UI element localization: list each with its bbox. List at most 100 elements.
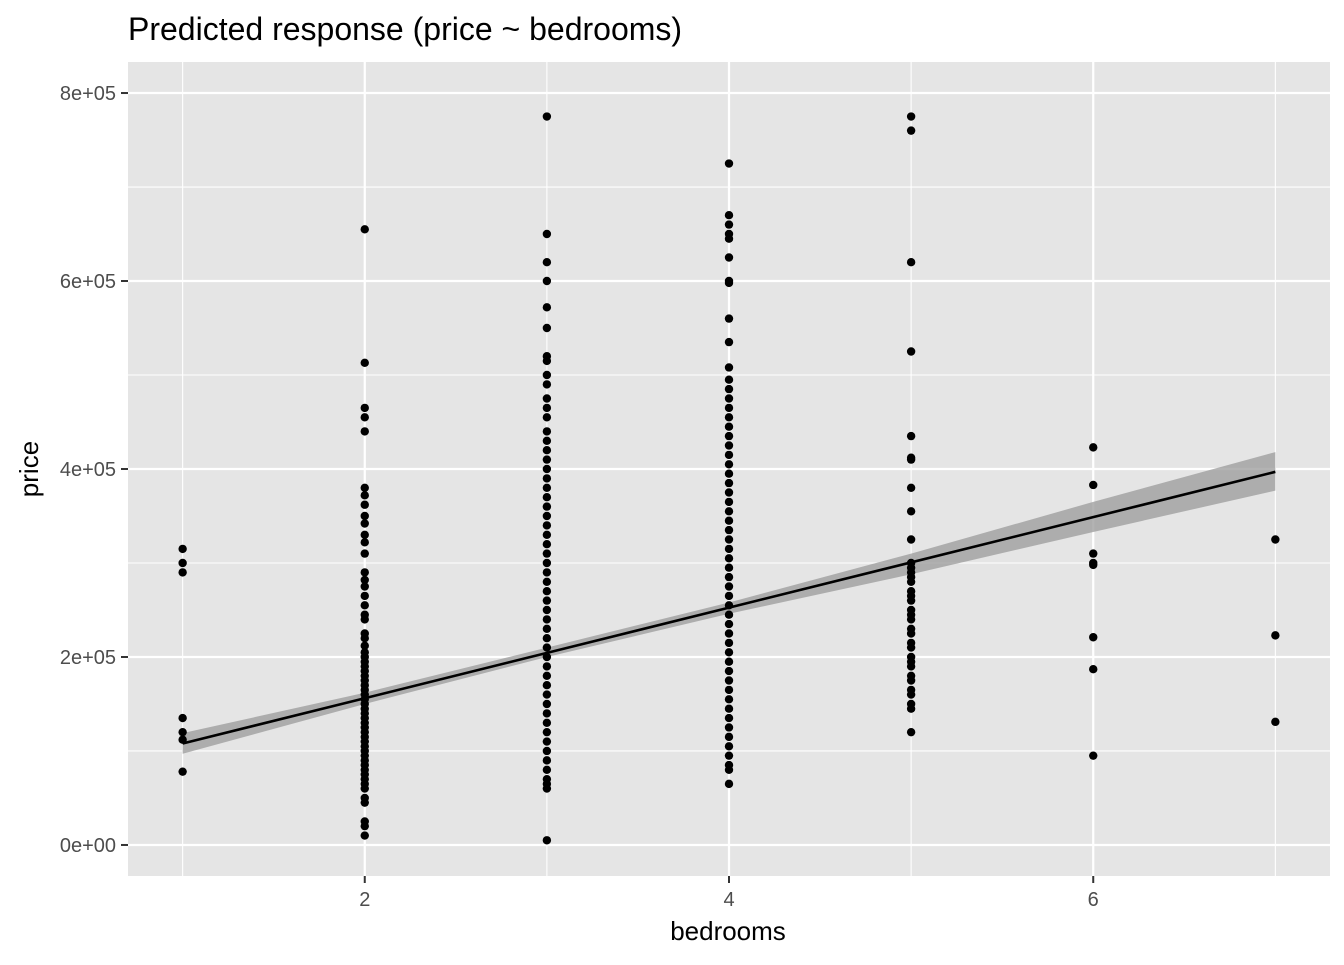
data-point <box>724 563 734 572</box>
data-point <box>724 591 734 601</box>
y-tick-label: 8e+05 <box>60 83 116 105</box>
data-point <box>906 690 916 699</box>
data-point <box>724 211 734 220</box>
data-point <box>542 276 552 286</box>
data-point <box>906 483 916 492</box>
data-point <box>724 535 734 544</box>
data-point <box>542 474 552 483</box>
data-point <box>724 582 734 591</box>
data-point <box>360 403 369 413</box>
data-point <box>542 699 552 709</box>
data-point <box>360 641 369 650</box>
data-point <box>542 370 552 380</box>
data-point <box>360 633 369 643</box>
data-point <box>178 767 187 776</box>
data-point <box>542 394 552 403</box>
y-axis-title: price <box>14 441 44 497</box>
data-point <box>360 821 369 831</box>
data-point <box>906 727 916 737</box>
data-point <box>724 676 734 685</box>
data-point <box>906 629 916 638</box>
data-point <box>542 662 552 671</box>
data-point <box>724 610 734 619</box>
data-point <box>906 126 916 135</box>
data-point <box>542 446 552 455</box>
data-point <box>542 464 552 474</box>
data-point <box>542 624 552 633</box>
data-point <box>724 554 734 563</box>
data-point <box>542 765 552 774</box>
data-point <box>542 577 552 586</box>
data-point <box>724 375 734 384</box>
data-point <box>542 483 552 492</box>
data-point <box>906 347 916 356</box>
data-point <box>906 662 916 671</box>
data-point <box>360 519 369 528</box>
data-point <box>542 521 552 530</box>
data-point <box>542 258 552 267</box>
data-point <box>360 538 369 547</box>
y-axis: 0e+00 2e+05 4e+05 6e+05 8e+05 <box>60 83 128 857</box>
data-point <box>542 718 552 727</box>
data-point <box>724 516 734 525</box>
x-axis: 2 4 6 <box>359 876 1099 911</box>
data-point <box>724 657 734 666</box>
data-point <box>724 507 734 516</box>
data-point <box>542 413 552 422</box>
data-point <box>542 643 552 652</box>
data-point <box>542 746 552 756</box>
data-point <box>724 422 734 431</box>
data-point <box>542 380 552 389</box>
data-point <box>724 685 734 695</box>
data-point <box>724 765 734 774</box>
data-point <box>542 680 552 690</box>
data-point <box>1271 535 1280 544</box>
data-point <box>724 220 734 229</box>
data-point <box>906 676 916 685</box>
y-tick-label: 2e+05 <box>60 647 116 669</box>
data-point <box>906 643 916 652</box>
points-layer <box>178 112 1280 845</box>
y-tick-label: 0e+00 <box>60 835 116 857</box>
data-point <box>542 836 552 845</box>
data-point <box>724 488 734 497</box>
data-point <box>360 413 369 422</box>
data-point <box>724 713 734 723</box>
data-point <box>360 568 369 577</box>
data-point <box>542 436 552 446</box>
data-point <box>360 798 369 807</box>
data-point <box>724 363 734 372</box>
data-point <box>542 455 552 464</box>
data-point <box>724 751 734 760</box>
data-point <box>1089 665 1098 674</box>
data-point <box>724 314 734 323</box>
data-point <box>542 549 552 558</box>
data-point <box>906 431 916 441</box>
y-tick-label: 6e+05 <box>60 271 116 293</box>
chart-title: Predicted response (price ~ bedrooms) <box>128 11 682 47</box>
data-point <box>1089 560 1098 570</box>
data-point <box>542 403 552 413</box>
data-point <box>724 413 734 422</box>
data-point <box>542 727 552 737</box>
data-point <box>724 666 734 676</box>
data-point <box>360 511 369 521</box>
data-point <box>542 605 552 615</box>
data-point <box>724 497 734 507</box>
data-point <box>1089 549 1098 558</box>
data-point <box>542 530 552 539</box>
data-point <box>724 525 734 535</box>
data-point <box>724 695 734 704</box>
data-point <box>724 403 734 413</box>
data-point <box>542 229 552 239</box>
data-point <box>360 549 369 558</box>
data-point <box>724 742 734 751</box>
data-point <box>724 159 734 168</box>
data-point <box>360 500 369 509</box>
data-point <box>360 530 369 539</box>
data-point <box>542 737 552 746</box>
data-point <box>542 586 552 596</box>
data-point <box>906 535 916 544</box>
